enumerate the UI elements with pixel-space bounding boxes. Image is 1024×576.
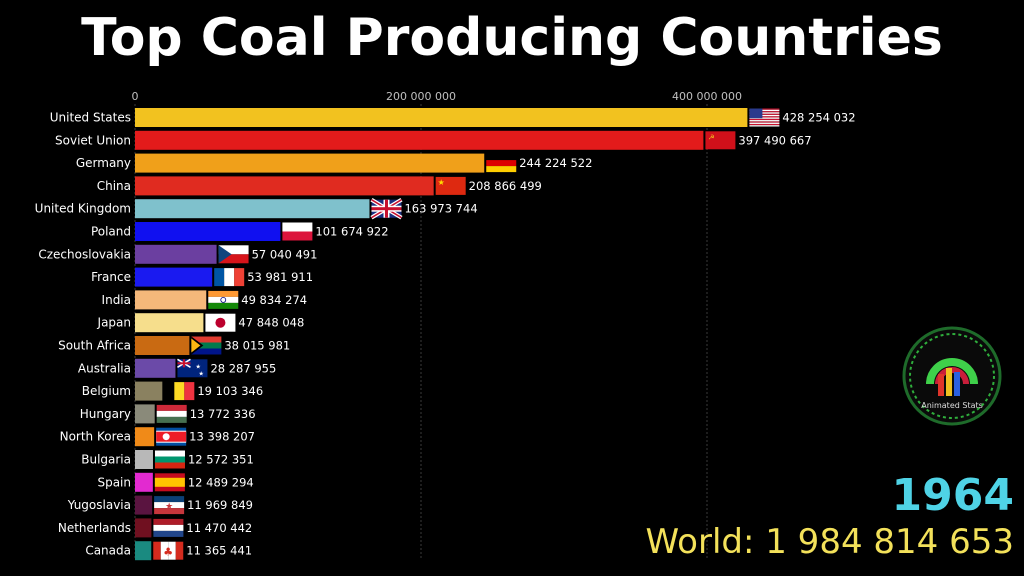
flag-icon-bg (154, 450, 185, 469)
category-label: Netherlands (58, 521, 131, 535)
value-label: 38 015 981 (224, 339, 290, 353)
flag-icon-kp (156, 427, 187, 446)
value-label: 11 470 442 (186, 521, 252, 535)
value-label: 13 772 336 (190, 407, 256, 421)
tick-label: 200 000 000 (386, 90, 456, 103)
flag-icon-gb (370, 197, 403, 220)
bar-cz (135, 244, 217, 264)
bar-za (135, 336, 190, 355)
value-label: 163 973 744 (404, 202, 477, 216)
value-label: 47 848 048 (238, 316, 304, 330)
value-label: 397 490 667 (738, 133, 811, 147)
bar-yu (135, 495, 153, 515)
flag-icon-nl (153, 518, 184, 537)
flag-icon-su: ☭ (705, 131, 736, 150)
svg-text:☭: ☭ (708, 133, 714, 141)
value-label: 11 365 441 (186, 544, 252, 558)
svg-text:★: ★ (195, 363, 200, 370)
bar-au (135, 358, 176, 378)
bar-be (135, 381, 163, 401)
value-label: 28 287 955 (210, 361, 276, 375)
svg-text:★: ★ (165, 502, 173, 512)
flag-icon-hu (156, 404, 187, 423)
value-label: 19 103 346 (197, 384, 263, 398)
bar-gb (135, 199, 370, 219)
value-label: 208 866 499 (469, 179, 542, 193)
value-label: 101 674 922 (315, 225, 388, 239)
value-label: 12 489 294 (188, 475, 254, 489)
category-label: North Korea (60, 430, 131, 444)
category-label: Spain (97, 475, 131, 489)
flag-icon-pl (282, 222, 313, 241)
value-label: 12 572 351 (188, 453, 254, 467)
bar-su (135, 130, 704, 150)
flag-icon-cz (218, 245, 249, 264)
bar-bg (135, 450, 153, 469)
svg-text:★: ★ (438, 178, 445, 187)
logo-text: Animated Stats (921, 401, 983, 410)
value-label: 49 834 274 (241, 293, 307, 307)
bar-cn (135, 176, 434, 196)
bar-hu (135, 404, 155, 424)
category-label: Soviet Union (55, 133, 131, 147)
world-total-label: World: 1 984 814 653 (645, 522, 1014, 562)
category-label: Yugoslavia (67, 498, 131, 512)
svg-text:♣: ♣ (163, 546, 173, 559)
category-label: Australia (78, 361, 131, 375)
year-label: 1964 (891, 470, 1014, 521)
flag-icon-jp (205, 313, 236, 332)
chart-title: Top Coal Producing Countries (81, 8, 943, 68)
category-label: Belgium (82, 384, 131, 398)
category-label: Germany (76, 156, 131, 170)
value-label: 11 969 849 (187, 498, 253, 512)
bar-us (135, 108, 748, 127)
bar-es (135, 472, 153, 492)
category-label: Canada (85, 544, 131, 558)
category-label: China (97, 179, 131, 193)
bar-de (135, 153, 485, 173)
flag-icon-au: ★★ (177, 358, 208, 378)
flag-icon-de (486, 154, 517, 173)
flag-icon-fr (214, 268, 245, 287)
flag-icon-yu: ★ (154, 496, 185, 515)
category-label: United States (50, 111, 131, 125)
flag-icon-za (191, 336, 222, 355)
category-label: Hungary (80, 407, 131, 421)
value-label: 57 040 491 (252, 247, 318, 261)
tick-label: 0 (132, 90, 139, 103)
category-label: United Kingdom (35, 202, 131, 216)
value-label: 53 981 911 (247, 270, 313, 284)
value-label: 428 254 032 (782, 111, 855, 125)
bar-jp (135, 313, 204, 333)
bar-in (135, 290, 207, 310)
flag-icon-in (208, 290, 239, 309)
flag-icon-us (749, 108, 780, 127)
bar-pl (135, 222, 281, 241)
bar-kp (135, 427, 155, 447)
svg-text:★: ★ (198, 370, 203, 377)
category-label: South Africa (58, 339, 131, 353)
bar-nl (135, 518, 152, 538)
tick-label: 400 000 000 (672, 90, 742, 103)
animated-stats-logo: Animated Stats (902, 326, 1002, 426)
flag-icon-es (154, 473, 185, 492)
category-label: France (91, 270, 131, 284)
category-label: Japan (97, 316, 131, 330)
category-label: Poland (91, 225, 131, 239)
flag-icon-cn: ★ (435, 176, 466, 195)
category-label: Czechoslovakia (38, 247, 131, 261)
flag-icon-be (164, 382, 195, 401)
bar-fr (135, 267, 213, 287)
bar-ca (135, 541, 152, 561)
category-label: Bulgaria (81, 453, 131, 467)
category-label: India (102, 293, 131, 307)
flag-icon-ca: ♣ (153, 541, 184, 560)
value-label: 244 224 522 (519, 156, 592, 170)
value-label: 13 398 207 (189, 430, 255, 444)
